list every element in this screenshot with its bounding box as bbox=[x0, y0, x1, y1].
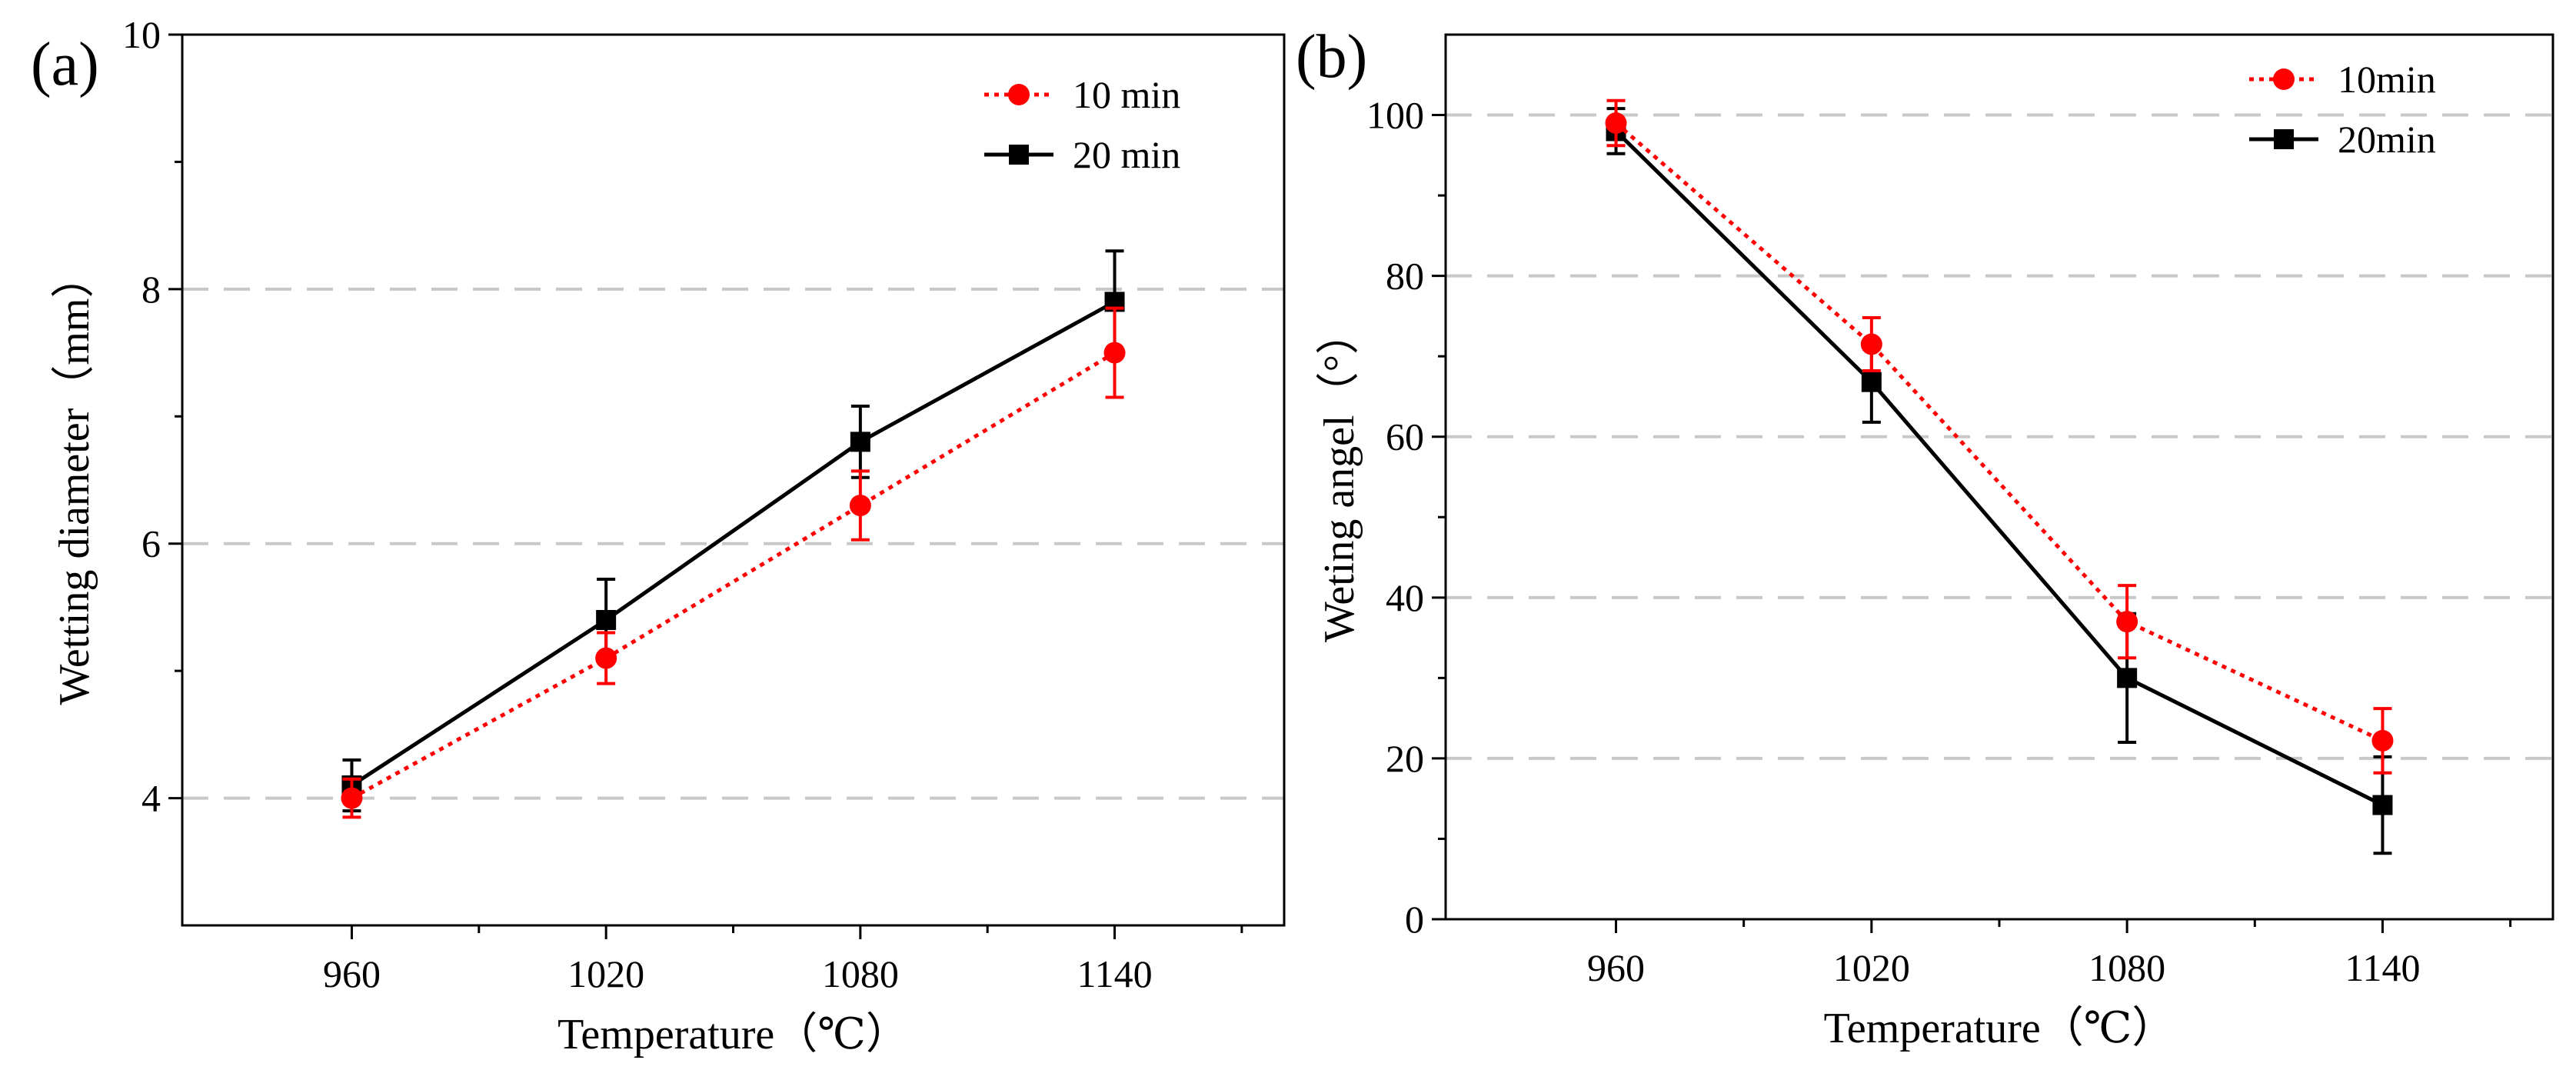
y-tick-label: 40 bbox=[1386, 576, 1424, 619]
data-point bbox=[1103, 342, 1126, 364]
x-tick-label: 1140 bbox=[1077, 952, 1152, 995]
series-20min bbox=[341, 249, 1125, 813]
y-tick-label: 80 bbox=[1386, 255, 1424, 298]
y-tick-label: 100 bbox=[1366, 94, 1424, 137]
data-point bbox=[1605, 112, 1627, 134]
x-tick-label: 1080 bbox=[2088, 946, 2165, 989]
y-tick-label: 4 bbox=[141, 777, 161, 820]
series-line bbox=[1614, 129, 2384, 807]
y-tick-label: 60 bbox=[1386, 415, 1424, 458]
legend-label: 10 min bbox=[1073, 73, 1180, 116]
legend-marker bbox=[1009, 145, 1029, 165]
series-line bbox=[351, 300, 1116, 788]
data-point bbox=[2116, 611, 2138, 633]
legend-marker bbox=[2273, 68, 2295, 90]
x-tick-label: 1080 bbox=[822, 952, 899, 995]
legend-label: 20 min bbox=[1073, 133, 1180, 176]
x-axis-title: Temperature（℃） bbox=[1824, 1005, 2175, 1052]
legend: 10 min 20 min bbox=[984, 73, 1180, 176]
data-point bbox=[2372, 795, 2393, 815]
legend: 10min 20min bbox=[2249, 58, 2436, 161]
panel-label: (b) bbox=[1296, 23, 1367, 91]
x-tick-label: 1140 bbox=[2345, 946, 2420, 989]
legend-label: 10min bbox=[2338, 58, 2436, 101]
data-point bbox=[596, 609, 617, 630]
panel-label: (a) bbox=[31, 31, 99, 98]
data-point bbox=[595, 647, 617, 669]
y-axis-title: Wetting diameter（mm） bbox=[51, 255, 98, 705]
legend-label: 20min bbox=[2338, 118, 2436, 161]
series-line bbox=[1614, 122, 2384, 743]
data-point bbox=[1861, 372, 1882, 392]
plot-frame bbox=[1444, 33, 2554, 921]
data-point bbox=[2117, 668, 2138, 688]
legend-marker bbox=[2274, 129, 2294, 149]
series-20min bbox=[1606, 107, 2393, 855]
series-line bbox=[351, 351, 1116, 800]
data-point bbox=[1860, 333, 1882, 355]
legend-marker bbox=[1008, 84, 1030, 105]
chart-panel-b: 960 1020 1080 1140 0 20 40 60 80 100 Temperature（℃… bbox=[1296, 23, 2554, 1052]
x-tick-label: 1020 bbox=[567, 952, 644, 995]
x-axis-title: Temperature（℃） bbox=[557, 1011, 909, 1058]
chart-panel-a: 960 1020 1080 1140 4 6 8 10 Temperature（℃） Wettin… bbox=[31, 13, 1286, 1058]
series-10min bbox=[341, 306, 1126, 819]
y-tick-label: 0 bbox=[1405, 898, 1424, 941]
series-10min bbox=[1605, 98, 2394, 775]
x-tick-label: 960 bbox=[1587, 946, 1645, 989]
y-tick-label: 6 bbox=[141, 522, 161, 565]
y-tick-label: 10 bbox=[122, 13, 161, 56]
x-tick-label: 960 bbox=[323, 952, 381, 995]
data-point bbox=[850, 432, 870, 452]
x-tick-label: 1020 bbox=[1833, 946, 1910, 989]
data-point bbox=[849, 495, 871, 517]
y-tick-label: 8 bbox=[141, 268, 161, 311]
data-point bbox=[2371, 729, 2394, 752]
data-point bbox=[341, 787, 363, 809]
y-tick-label: 20 bbox=[1386, 737, 1424, 780]
y-axis-title: Weting angel（°） bbox=[1316, 312, 1363, 642]
